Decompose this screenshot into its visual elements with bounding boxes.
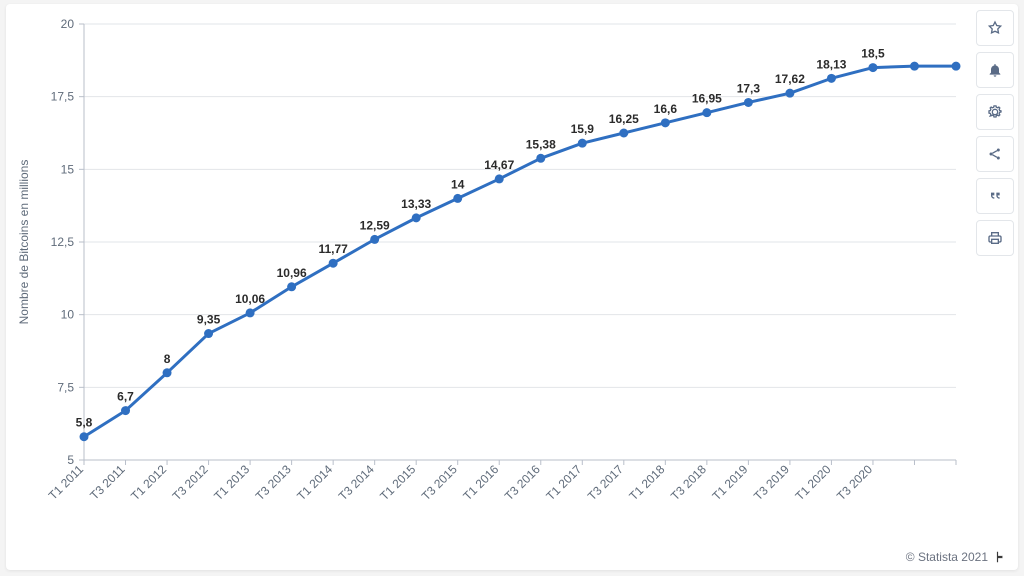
svg-text:16,6: 16,6 [654, 102, 678, 116]
svg-text:9,35: 9,35 [197, 313, 221, 327]
svg-text:8: 8 [164, 352, 171, 366]
svg-text:T1 2014: T1 2014 [294, 462, 335, 503]
cite-button[interactable] [976, 178, 1014, 214]
chart-container: 57,51012,51517,520T1 2011T3 2011T1 2012T… [6, 4, 966, 570]
bell-icon [987, 62, 1003, 78]
flag-icon[interactable] [994, 550, 1008, 564]
svg-text:14: 14 [451, 177, 465, 191]
svg-text:T3 2014: T3 2014 [336, 462, 377, 503]
svg-text:Nombre de Bitcoins en millions: Nombre de Bitcoins en millions [17, 160, 31, 325]
svg-text:T1 2013: T1 2013 [211, 462, 252, 503]
svg-text:T3 2013: T3 2013 [253, 462, 294, 503]
svg-text:18,5: 18,5 [861, 47, 885, 61]
svg-text:18,13: 18,13 [816, 57, 846, 71]
svg-text:15: 15 [61, 162, 75, 176]
svg-text:17,3: 17,3 [737, 81, 761, 95]
print-icon [987, 230, 1003, 246]
svg-text:T1 2017: T1 2017 [543, 462, 584, 503]
notify-button[interactable] [976, 52, 1014, 88]
svg-text:T1 2020: T1 2020 [793, 462, 834, 503]
svg-text:T3 2019: T3 2019 [751, 462, 792, 503]
attribution: © Statista 2021 [906, 550, 1008, 564]
svg-text:T1 2016: T1 2016 [460, 462, 501, 503]
svg-text:11,77: 11,77 [318, 242, 348, 256]
settings-button[interactable] [976, 94, 1014, 130]
svg-text:T3 2012: T3 2012 [170, 462, 211, 503]
gear-icon [987, 104, 1003, 120]
svg-text:10,96: 10,96 [277, 266, 307, 280]
svg-text:7,5: 7,5 [57, 380, 74, 394]
svg-text:10: 10 [61, 308, 75, 322]
svg-text:T1 2019: T1 2019 [709, 462, 750, 503]
svg-text:T1 2018: T1 2018 [626, 462, 667, 503]
svg-text:5,8: 5,8 [76, 416, 93, 430]
svg-text:T3 2017: T3 2017 [585, 462, 626, 503]
favorite-button[interactable] [976, 10, 1014, 46]
chart-toolbar [976, 10, 1012, 262]
share-button[interactable] [976, 136, 1014, 172]
line-chart: 57,51012,51517,520T1 2011T3 2011T1 2012T… [6, 4, 966, 570]
svg-text:16,95: 16,95 [692, 92, 722, 106]
quote-icon [987, 188, 1003, 204]
svg-text:15,38: 15,38 [526, 137, 556, 151]
svg-text:15,9: 15,9 [571, 122, 595, 136]
attribution-text: © Statista 2021 [906, 550, 988, 564]
svg-text:T1 2011: T1 2011 [46, 462, 87, 503]
print-button[interactable] [976, 220, 1014, 256]
svg-text:17,5: 17,5 [51, 90, 75, 104]
svg-text:T3 2020: T3 2020 [834, 462, 875, 503]
svg-text:20: 20 [61, 17, 75, 31]
svg-text:14,67: 14,67 [484, 158, 514, 172]
share-icon [987, 146, 1003, 162]
svg-text:16,25: 16,25 [609, 112, 639, 126]
star-icon [987, 20, 1003, 36]
svg-text:T3 2018: T3 2018 [668, 462, 709, 503]
svg-text:13,33: 13,33 [401, 197, 431, 211]
svg-text:12,5: 12,5 [51, 235, 75, 249]
svg-text:12,59: 12,59 [360, 218, 390, 232]
svg-text:T3 2016: T3 2016 [502, 462, 543, 503]
svg-text:T3 2015: T3 2015 [419, 462, 460, 503]
svg-text:17,62: 17,62 [775, 72, 805, 86]
svg-text:10,06: 10,06 [235, 292, 265, 306]
svg-text:T1 2015: T1 2015 [377, 462, 418, 503]
chart-card: 57,51012,51517,520T1 2011T3 2011T1 2012T… [6, 4, 1018, 570]
svg-text:6,7: 6,7 [117, 390, 134, 404]
svg-text:T1 2012: T1 2012 [128, 462, 169, 503]
svg-text:T3 2011: T3 2011 [87, 462, 128, 503]
